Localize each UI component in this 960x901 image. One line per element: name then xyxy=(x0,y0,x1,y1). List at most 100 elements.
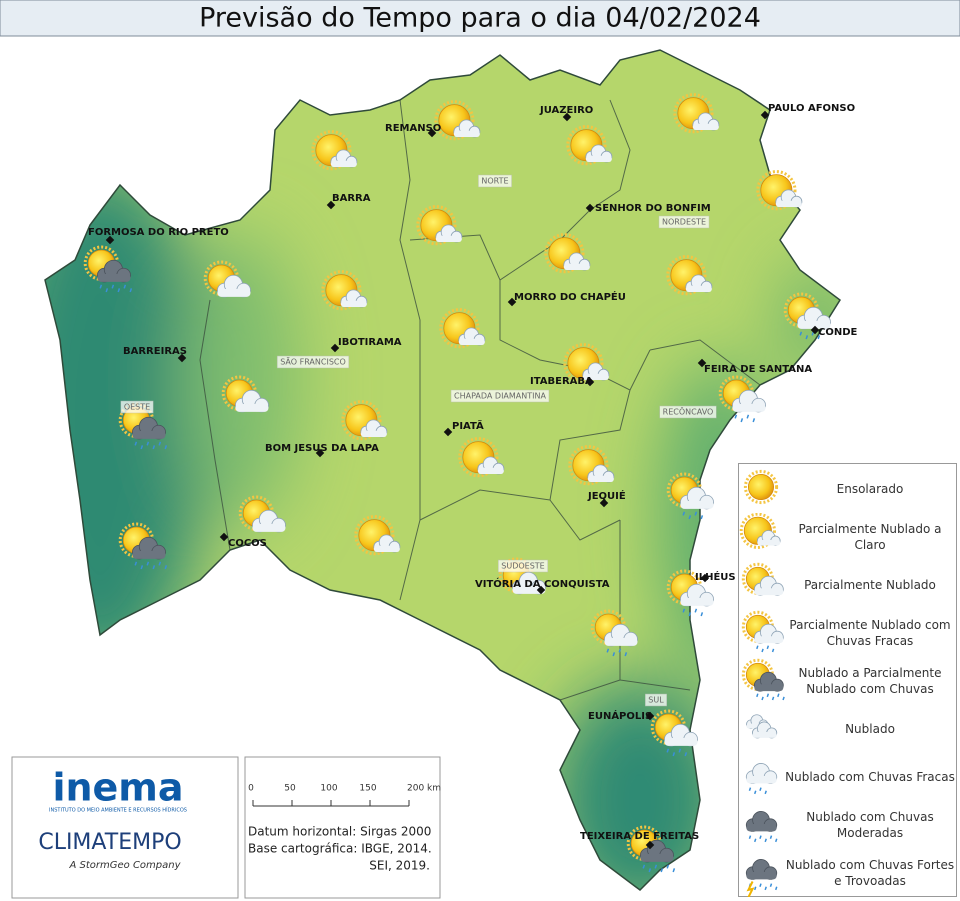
cloud xyxy=(132,536,166,560)
rain-drop xyxy=(756,645,759,650)
cloud-base xyxy=(453,130,480,137)
cloud-base xyxy=(132,550,166,559)
legend-icon xyxy=(741,562,784,596)
cloud xyxy=(775,189,803,208)
rain-drop xyxy=(774,838,778,843)
rain-drop xyxy=(666,748,670,753)
weather-icon xyxy=(673,93,720,134)
cloud-base xyxy=(563,263,590,270)
cloud xyxy=(797,306,831,330)
rain-drop xyxy=(688,612,692,617)
region-label-box xyxy=(658,215,710,229)
rain-drop xyxy=(660,868,664,873)
inema-sub: INSTITUTO DO MEIO AMBIENTE E RECURSOS HÍ… xyxy=(49,807,187,814)
region-label: NORTE xyxy=(481,177,508,186)
cloud-base xyxy=(330,160,357,167)
legend-item: Nublado com Chuvas Fracas xyxy=(739,753,958,801)
sun-rays xyxy=(321,270,362,311)
cloud-base xyxy=(373,545,400,552)
title: Previsão do Tempo para o dia 04/02/2024 xyxy=(199,3,761,34)
weather-icon xyxy=(118,402,168,450)
rain-drop xyxy=(748,835,752,839)
cloud xyxy=(97,259,131,283)
cloud xyxy=(340,289,368,308)
legend-item: Nublado com Chuvas Fortes e Trovoadas xyxy=(739,849,958,897)
legend-label: Nublado com Chuvas Fortes e Trovoadas xyxy=(785,858,955,888)
sun-rays xyxy=(568,445,609,486)
sun xyxy=(747,473,775,501)
cloud-base xyxy=(604,637,638,646)
cloud xyxy=(330,149,358,168)
cloud xyxy=(756,530,781,546)
rain-drop xyxy=(759,883,762,887)
city-marker xyxy=(810,325,820,335)
weather-icon xyxy=(568,445,615,486)
sun-rays xyxy=(439,308,480,349)
weather-icon xyxy=(544,233,591,274)
rain-drop xyxy=(123,284,127,289)
rain-drop xyxy=(146,561,150,566)
cloud-base xyxy=(754,684,784,692)
rain-drop xyxy=(700,612,704,617)
scale-note: Datum horizontal: Sirgas 2000 xyxy=(248,825,431,839)
cloud-base xyxy=(746,824,777,832)
cloud xyxy=(582,362,610,381)
region-label: SÃO FRANCISCO xyxy=(280,357,346,367)
rain-drop xyxy=(805,335,809,340)
rain-drop xyxy=(164,445,168,450)
city-marker xyxy=(599,498,609,508)
legend-icon xyxy=(739,513,781,549)
city-label: JEQUIÉ xyxy=(587,489,626,502)
rain-drop xyxy=(761,648,764,653)
rain-drop xyxy=(740,418,744,423)
city-marker xyxy=(697,358,707,368)
rain-drop xyxy=(111,284,115,289)
legend-item: Nublado xyxy=(739,705,958,753)
legend-icon xyxy=(745,763,778,795)
sun-rays xyxy=(416,205,457,246)
region-label-box xyxy=(645,693,667,707)
weather-icon xyxy=(756,170,803,211)
cloud-base xyxy=(732,403,766,412)
weather-icon xyxy=(566,125,613,166)
sun-rays xyxy=(434,100,475,141)
legend-label: Ensolarado xyxy=(836,482,904,496)
region-label-box xyxy=(478,174,512,188)
rain-drop xyxy=(158,441,162,446)
weather-icon xyxy=(718,375,766,423)
rain-drop xyxy=(612,652,616,657)
rain-drop xyxy=(666,864,670,869)
cloud xyxy=(252,509,286,533)
legend: Ensolarado Parcialmente Nublado a Claro Pa… xyxy=(738,463,957,897)
region-label: SUL xyxy=(648,696,664,705)
weather-icon xyxy=(311,130,358,171)
scale-label: 100 xyxy=(320,784,337,794)
rain-drop xyxy=(753,886,757,891)
cloud xyxy=(217,274,251,298)
cloud-base xyxy=(746,776,777,784)
legend-icon xyxy=(745,859,778,897)
sun-rays xyxy=(354,515,395,556)
weather-icon xyxy=(666,255,713,296)
region-label: RECÔNCAVO xyxy=(663,406,714,417)
city-marker xyxy=(585,377,595,387)
legend-icon xyxy=(743,469,779,505)
weather-icon xyxy=(341,400,388,441)
weather-icon xyxy=(238,495,286,533)
legend-label: Nublado xyxy=(845,722,895,736)
cloud-base xyxy=(692,123,719,130)
legend-item: Ensolarado xyxy=(739,465,958,513)
rain-drop xyxy=(769,883,773,887)
cloud xyxy=(360,419,388,438)
rain-drop xyxy=(799,331,803,336)
cloud-base xyxy=(435,235,462,242)
cloud xyxy=(585,144,613,163)
cloud xyxy=(587,464,615,483)
cloud-base xyxy=(97,273,131,282)
city-label: ITABERABA xyxy=(530,376,593,387)
cloud xyxy=(732,389,766,413)
weather-icon xyxy=(650,709,698,757)
sun-rays xyxy=(341,400,382,441)
sun-rays xyxy=(673,93,714,134)
cloud-base xyxy=(587,475,614,482)
